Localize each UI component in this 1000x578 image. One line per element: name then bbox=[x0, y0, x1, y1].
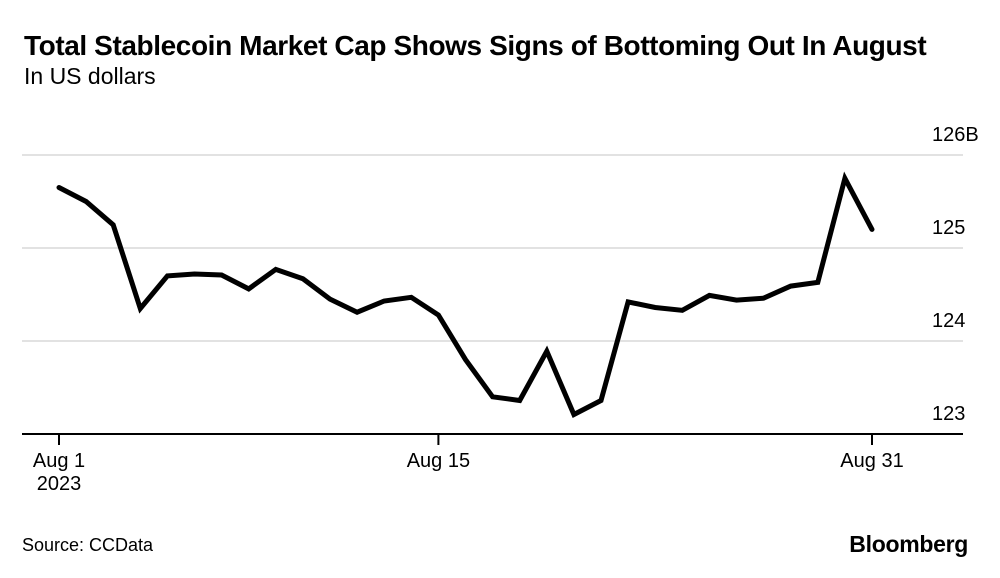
y-tick-label-125: 125 bbox=[932, 217, 966, 239]
x-tick-label-year: 2023 bbox=[36, 473, 82, 495]
x-tick-label-line1: Aug 15 bbox=[406, 450, 471, 472]
x-tick-label-line1: Aug 31 bbox=[840, 450, 904, 472]
x-tick-label-aug-15: Aug 15 bbox=[378, 450, 498, 473]
x-tick-label-line1: Aug 1 bbox=[32, 450, 86, 472]
x-tick-label-aug-1: Aug 1 2023 bbox=[0, 450, 119, 496]
y-tick-label-126B: 126B bbox=[932, 124, 979, 146]
source-note: Source: CCData bbox=[22, 535, 154, 555]
chart-title: Total Stablecoin Market Cap Shows Signs … bbox=[24, 30, 927, 61]
y-tick-label-123: 123 bbox=[932, 403, 966, 425]
stablecoin-marketcap-line bbox=[56, 171, 875, 418]
x-tick-label-aug-31: Aug 31 bbox=[812, 450, 932, 473]
bloomberg-logo: Bloomberg bbox=[849, 531, 968, 557]
y-tick-label-124: 124 bbox=[932, 310, 966, 332]
chart-subtitle: In US dollars bbox=[24, 63, 156, 89]
